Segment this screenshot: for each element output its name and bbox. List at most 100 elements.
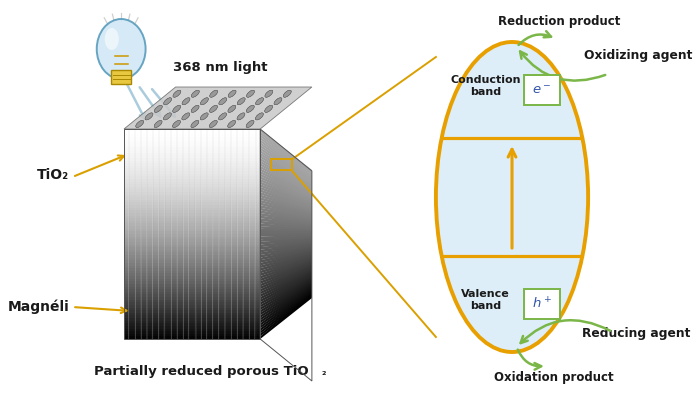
Bar <box>124 142 260 145</box>
Bar <box>124 145 260 147</box>
Polygon shape <box>260 218 312 227</box>
Polygon shape <box>260 179 312 204</box>
Bar <box>124 334 260 336</box>
Bar <box>124 245 260 247</box>
Bar <box>124 197 260 200</box>
Polygon shape <box>260 234 312 239</box>
Polygon shape <box>260 197 312 215</box>
Text: Reducing agent: Reducing agent <box>582 327 690 340</box>
Ellipse shape <box>265 90 273 97</box>
Bar <box>124 268 260 271</box>
Bar <box>124 171 260 174</box>
Ellipse shape <box>191 121 199 128</box>
Bar <box>124 239 260 242</box>
Bar <box>124 176 260 179</box>
Ellipse shape <box>265 90 273 97</box>
Ellipse shape <box>173 121 181 128</box>
Polygon shape <box>260 221 312 229</box>
Polygon shape <box>260 152 312 188</box>
Polygon shape <box>260 145 312 183</box>
Bar <box>124 213 260 216</box>
Ellipse shape <box>164 113 172 120</box>
Ellipse shape <box>173 105 181 112</box>
Polygon shape <box>260 231 312 235</box>
Ellipse shape <box>209 105 218 112</box>
Ellipse shape <box>237 113 245 120</box>
Polygon shape <box>260 253 312 271</box>
Polygon shape <box>260 223 312 230</box>
Ellipse shape <box>228 121 236 128</box>
Ellipse shape <box>209 121 217 128</box>
Polygon shape <box>260 139 312 180</box>
Polygon shape <box>260 264 312 289</box>
Polygon shape <box>260 142 312 182</box>
Bar <box>124 242 260 245</box>
Polygon shape <box>260 290 312 331</box>
Polygon shape <box>260 272 312 302</box>
Ellipse shape <box>182 98 190 105</box>
Bar <box>124 139 260 142</box>
FancyBboxPatch shape <box>111 70 132 84</box>
Bar <box>124 247 260 250</box>
Ellipse shape <box>246 90 254 97</box>
Bar <box>124 132 260 134</box>
Ellipse shape <box>191 105 199 112</box>
Bar <box>124 255 260 258</box>
Bar <box>124 216 260 218</box>
Polygon shape <box>260 283 312 321</box>
Bar <box>124 321 260 323</box>
Polygon shape <box>260 252 312 268</box>
Bar <box>124 200 260 203</box>
Bar <box>124 331 260 334</box>
Ellipse shape <box>200 98 209 105</box>
Bar <box>124 150 260 152</box>
FancyBboxPatch shape <box>524 75 560 105</box>
Ellipse shape <box>265 105 272 112</box>
Polygon shape <box>260 245 312 258</box>
Bar <box>124 208 260 210</box>
Bar <box>124 182 260 184</box>
Polygon shape <box>260 190 312 210</box>
Ellipse shape <box>164 98 172 105</box>
Polygon shape <box>260 158 312 191</box>
Ellipse shape <box>154 121 162 128</box>
Polygon shape <box>260 285 312 323</box>
Bar <box>124 279 260 281</box>
Ellipse shape <box>173 90 181 97</box>
Bar <box>124 292 260 294</box>
Polygon shape <box>260 282 312 318</box>
Polygon shape <box>260 266 312 292</box>
Polygon shape <box>260 274 312 305</box>
Bar <box>124 152 260 155</box>
Polygon shape <box>260 174 312 201</box>
Ellipse shape <box>182 113 190 120</box>
Ellipse shape <box>210 90 218 97</box>
Bar <box>124 229 260 231</box>
Ellipse shape <box>145 113 153 120</box>
Ellipse shape <box>246 105 254 112</box>
Bar <box>124 263 260 266</box>
Ellipse shape <box>219 98 227 105</box>
Bar <box>124 163 260 166</box>
Ellipse shape <box>256 113 263 120</box>
Ellipse shape <box>237 113 245 120</box>
Polygon shape <box>260 269 312 297</box>
Ellipse shape <box>274 98 282 105</box>
Ellipse shape <box>200 113 208 120</box>
Bar <box>124 184 260 187</box>
Ellipse shape <box>97 19 146 79</box>
Bar <box>124 294 260 297</box>
Polygon shape <box>260 258 312 279</box>
Ellipse shape <box>164 113 172 120</box>
Polygon shape <box>260 155 312 190</box>
Polygon shape <box>260 256 312 276</box>
Ellipse shape <box>284 90 291 97</box>
Ellipse shape <box>218 113 227 120</box>
Ellipse shape <box>191 105 199 112</box>
Ellipse shape <box>228 90 236 97</box>
Bar <box>124 210 260 213</box>
Ellipse shape <box>237 98 245 105</box>
Polygon shape <box>260 250 312 266</box>
Bar <box>124 179 260 182</box>
Polygon shape <box>260 168 312 197</box>
